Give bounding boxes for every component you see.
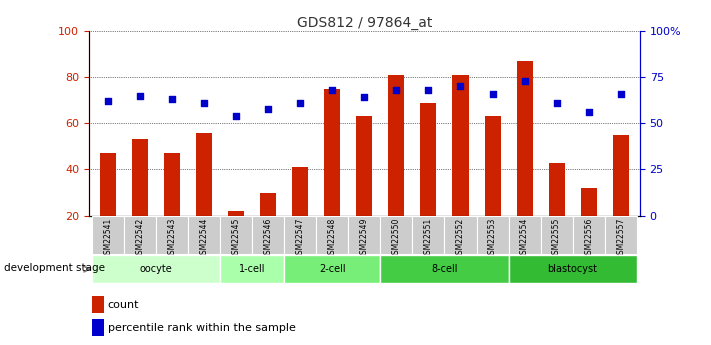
Bar	[92, 255, 220, 283]
Bar	[92, 296, 105, 313]
Bar	[549, 162, 565, 216]
Bar	[484, 116, 501, 216]
Text: GSM22553: GSM22553	[488, 218, 497, 259]
Bar	[260, 193, 277, 216]
Point	[519, 78, 530, 83]
Bar	[92, 216, 124, 254]
Point	[230, 113, 242, 119]
Bar	[420, 102, 437, 216]
Point	[358, 95, 370, 100]
Bar	[252, 216, 284, 254]
Bar	[508, 216, 540, 254]
Text: GSM22545: GSM22545	[232, 218, 241, 259]
Bar	[613, 135, 629, 216]
Text: GSM22548: GSM22548	[328, 218, 337, 259]
Bar	[412, 216, 444, 254]
Text: GSM22542: GSM22542	[136, 218, 144, 259]
Text: GSM22544: GSM22544	[200, 218, 209, 259]
Bar	[380, 255, 508, 283]
Text: count: count	[108, 300, 139, 310]
Bar	[228, 211, 245, 216]
Point	[198, 100, 210, 106]
Point	[102, 98, 114, 104]
Bar	[164, 153, 180, 216]
Point	[134, 93, 146, 98]
Bar	[284, 255, 380, 283]
Text: development stage: development stage	[4, 264, 105, 273]
Point	[294, 100, 306, 106]
Bar	[604, 216, 636, 254]
Text: percentile rank within the sample: percentile rank within the sample	[108, 323, 296, 333]
Bar	[348, 216, 380, 254]
Text: GSM22546: GSM22546	[264, 218, 273, 259]
Bar	[100, 153, 116, 216]
Text: oocyte: oocyte	[140, 264, 173, 274]
Text: GSM22554: GSM22554	[520, 218, 529, 259]
Bar	[380, 216, 412, 254]
Bar	[188, 216, 220, 254]
Bar	[452, 75, 469, 216]
Bar	[517, 61, 533, 216]
Text: GSM22549: GSM22549	[360, 218, 369, 259]
Bar	[196, 132, 212, 216]
Point	[391, 87, 402, 93]
Text: GSM22552: GSM22552	[456, 218, 465, 259]
Bar	[572, 216, 604, 254]
Point	[583, 109, 594, 115]
Bar	[92, 319, 105, 336]
Bar	[220, 255, 284, 283]
Text: 1-cell: 1-cell	[239, 264, 265, 274]
Point	[551, 100, 562, 106]
Bar	[508, 255, 636, 283]
Bar	[132, 139, 148, 216]
Bar	[444, 216, 476, 254]
Point	[326, 87, 338, 93]
Point	[423, 87, 434, 93]
Bar	[476, 216, 508, 254]
Bar	[581, 188, 597, 216]
Text: GSM22543: GSM22543	[168, 218, 176, 259]
Bar	[292, 167, 309, 216]
Bar	[284, 216, 316, 254]
Text: GSM22551: GSM22551	[424, 218, 433, 259]
Text: GSM22541: GSM22541	[104, 218, 112, 259]
Text: 2-cell: 2-cell	[319, 264, 346, 274]
Text: GSM22547: GSM22547	[296, 218, 305, 259]
Text: GSM22550: GSM22550	[392, 218, 401, 259]
Bar	[156, 216, 188, 254]
Point	[166, 97, 178, 102]
Bar	[316, 216, 348, 254]
Bar	[356, 116, 373, 216]
Point	[455, 84, 466, 89]
Text: blastocyst: blastocyst	[547, 264, 598, 274]
Bar	[540, 216, 572, 254]
Text: GSM22555: GSM22555	[552, 218, 561, 259]
Point	[262, 106, 274, 111]
Text: GSM22557: GSM22557	[616, 218, 625, 259]
Bar	[388, 75, 405, 216]
Point	[615, 91, 626, 97]
Text: GSM22556: GSM22556	[584, 218, 593, 259]
Bar	[124, 216, 156, 254]
Point	[487, 91, 498, 97]
Text: 8-cell: 8-cell	[432, 264, 458, 274]
Title: GDS812 / 97864_at: GDS812 / 97864_at	[296, 16, 432, 30]
Bar	[220, 216, 252, 254]
Bar	[324, 89, 341, 216]
